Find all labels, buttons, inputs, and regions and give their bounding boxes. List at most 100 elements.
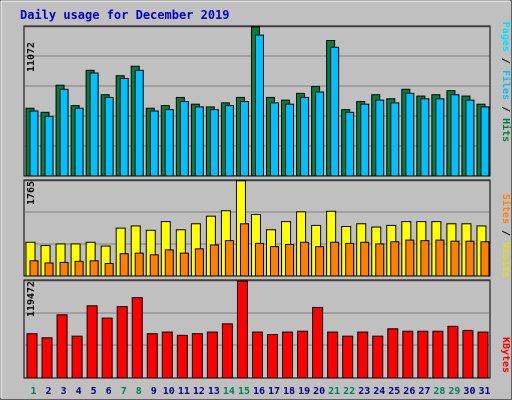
kbytes-bar xyxy=(327,331,339,379)
day-label: 17 xyxy=(268,386,280,397)
sites-bar xyxy=(315,246,325,277)
day-label: 18 xyxy=(283,386,295,397)
legend-visits-sites: Sites / Visits xyxy=(500,194,512,278)
files-bar xyxy=(134,69,144,177)
day-label: 25 xyxy=(388,386,400,397)
files-bar xyxy=(465,99,475,177)
day-label: 9 xyxy=(151,386,157,397)
legend-hits: Hits xyxy=(500,118,512,142)
kbytes-bar xyxy=(41,337,53,379)
files-bar xyxy=(74,107,84,177)
day-label: 2 xyxy=(46,386,52,397)
sites-bar xyxy=(134,252,144,277)
sites-bar xyxy=(209,244,219,277)
kbytes-bar xyxy=(432,330,444,379)
day-label: 31 xyxy=(478,386,490,397)
day-label: 3 xyxy=(61,386,67,397)
kbytes-bar xyxy=(236,280,248,379)
kbytes-bar xyxy=(101,317,113,379)
kbytes-bar xyxy=(176,334,188,379)
files-bar xyxy=(29,110,39,177)
kbytes-bar xyxy=(146,333,158,379)
legend-separator: / xyxy=(500,224,511,242)
sites-bar xyxy=(420,240,430,277)
sites-bar xyxy=(59,261,69,277)
day-label: 19 xyxy=(298,386,310,397)
y-tick-label-visits: 1765 xyxy=(26,181,37,205)
kbytes-bar xyxy=(447,325,459,379)
files-bar xyxy=(270,102,280,177)
files-bar xyxy=(420,98,430,177)
sites-bar xyxy=(149,254,159,277)
kbytes-bar xyxy=(402,330,414,379)
files-bar xyxy=(285,103,295,177)
day-label: 29 xyxy=(448,386,460,397)
sites-bar xyxy=(405,239,415,277)
day-label: 27 xyxy=(418,386,430,397)
kbytes-bar xyxy=(251,331,263,379)
day-label: 12 xyxy=(193,386,205,397)
day-label: 13 xyxy=(208,386,220,397)
kbytes-bar xyxy=(86,305,98,379)
sites-bar xyxy=(89,260,99,277)
files-bar xyxy=(480,106,490,177)
y-tick-label-hits: 11072 xyxy=(26,42,37,72)
hits-files-pages-panel xyxy=(23,25,491,177)
files-bar xyxy=(44,115,54,177)
legend-kbytes: KBytes xyxy=(500,337,511,373)
sites-bar xyxy=(285,243,295,277)
legend-pages: Pages xyxy=(500,22,511,52)
day-label: 15 xyxy=(238,386,250,397)
files-bar xyxy=(405,92,415,177)
sites-bar xyxy=(29,260,39,277)
day-label: 28 xyxy=(433,386,445,397)
files-bar xyxy=(149,110,159,177)
files-bar xyxy=(209,109,219,177)
y-tick-label-kbytes: 119472 xyxy=(26,281,37,317)
day-label: 1 xyxy=(31,386,37,397)
legend-separator: / xyxy=(500,100,511,118)
day-label: 4 xyxy=(76,386,82,397)
day-label: 5 xyxy=(91,386,97,397)
files-bar xyxy=(89,72,99,177)
day-label: 10 xyxy=(163,386,175,397)
kbytes-bar xyxy=(462,329,474,379)
day-label: 24 xyxy=(373,386,385,397)
files-bar xyxy=(104,96,114,177)
sites-bar xyxy=(44,262,54,277)
day-label: 16 xyxy=(253,386,265,397)
files-bar xyxy=(119,77,129,177)
files-bar xyxy=(164,109,174,177)
files-bar xyxy=(239,100,249,177)
sites-bar xyxy=(164,249,174,277)
kbytes-bar xyxy=(206,331,218,379)
sites-bar xyxy=(450,240,460,277)
day-label: 21 xyxy=(328,386,340,397)
kbytes-bar xyxy=(267,334,279,379)
sites-bar xyxy=(330,241,340,277)
sites-bar xyxy=(465,240,475,277)
legend-sites: Sites xyxy=(500,194,512,224)
kbytes-panel xyxy=(23,279,491,379)
kbytes-bar xyxy=(56,314,68,379)
files-bar xyxy=(375,99,385,177)
kbytes-bar xyxy=(221,323,233,379)
kbytes-bar xyxy=(342,335,354,379)
kbytes-bar xyxy=(191,333,203,379)
day-label: 20 xyxy=(313,386,325,397)
sites-bar xyxy=(239,223,249,277)
sites-bar xyxy=(435,239,445,277)
day-label: 30 xyxy=(463,386,475,397)
sites-bar xyxy=(375,243,385,277)
kbytes-bar xyxy=(71,335,83,379)
files-bar xyxy=(179,100,189,177)
kbytes-bar xyxy=(387,328,399,379)
day-label: 22 xyxy=(343,386,355,397)
sites-bar xyxy=(224,240,234,277)
day-label: 8 xyxy=(136,386,142,397)
day-label: 11 xyxy=(178,386,190,397)
kbytes-bar xyxy=(417,330,429,379)
sites-bar xyxy=(390,241,400,277)
day-label: 23 xyxy=(358,386,370,397)
day-label: 6 xyxy=(106,386,112,397)
